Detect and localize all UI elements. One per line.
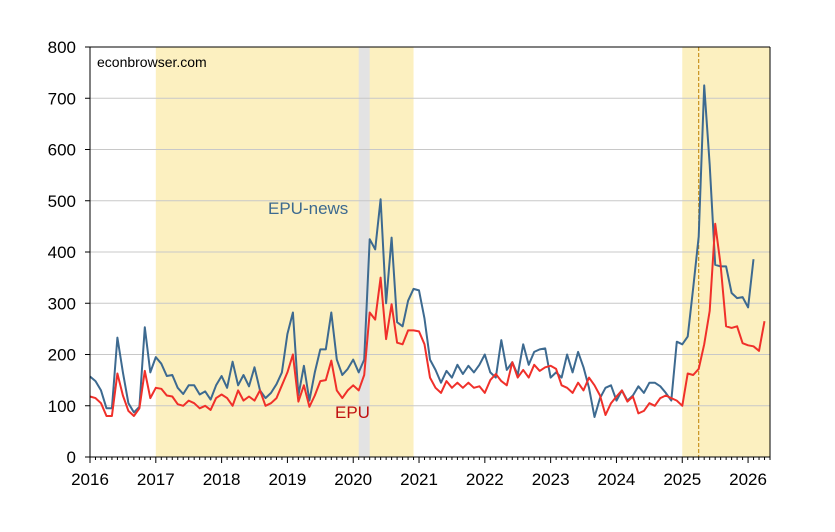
y-tick-label-0: 0: [67, 448, 76, 467]
y-tick-label-600: 600: [48, 141, 76, 160]
y-tick-label-layer: 0 100 200 300 400 500 600 700 800: [48, 38, 90, 467]
y-tick-label-400: 400: [48, 243, 76, 262]
x-tick-label-2022: 2022: [466, 470, 504, 489]
x-tick-label-2016: 2016: [71, 470, 109, 489]
watermark-text: econbrowser.com: [97, 54, 207, 70]
x-tick-label-2017: 2017: [137, 470, 175, 489]
series-label-epu: EPU: [335, 403, 370, 422]
x-tick-label-layer: 2016 2017 2018 2019 2020 2021 2022 2023 2024 2025…: [71, 457, 771, 489]
y-tick-label-500: 500: [48, 192, 76, 211]
x-tick-label-2018: 2018: [203, 470, 241, 489]
x-tick-label-2019: 2019: [269, 470, 307, 489]
x-tick-label-2023: 2023: [532, 470, 570, 489]
x-tick-label-2021: 2021: [400, 470, 438, 489]
x-tick-label-2026: 2026: [729, 470, 767, 489]
series-label-epu-news: EPU-news: [268, 199, 348, 218]
series-line-epu-news: [89, 84, 755, 418]
series-layer: [89, 84, 766, 418]
series-line-epu: [89, 222, 766, 417]
y-tick-label-100: 100: [48, 397, 76, 416]
y-tick-label-200: 200: [48, 346, 76, 365]
x-tick-label-2024: 2024: [598, 470, 636, 489]
y-tick-label-800: 800: [48, 38, 76, 57]
y-tick-label-300: 300: [48, 294, 76, 313]
y-tick-label-700: 700: [48, 89, 76, 108]
x-tick-label-2025: 2025: [663, 470, 701, 489]
x-tick-label-2020: 2020: [334, 470, 372, 489]
